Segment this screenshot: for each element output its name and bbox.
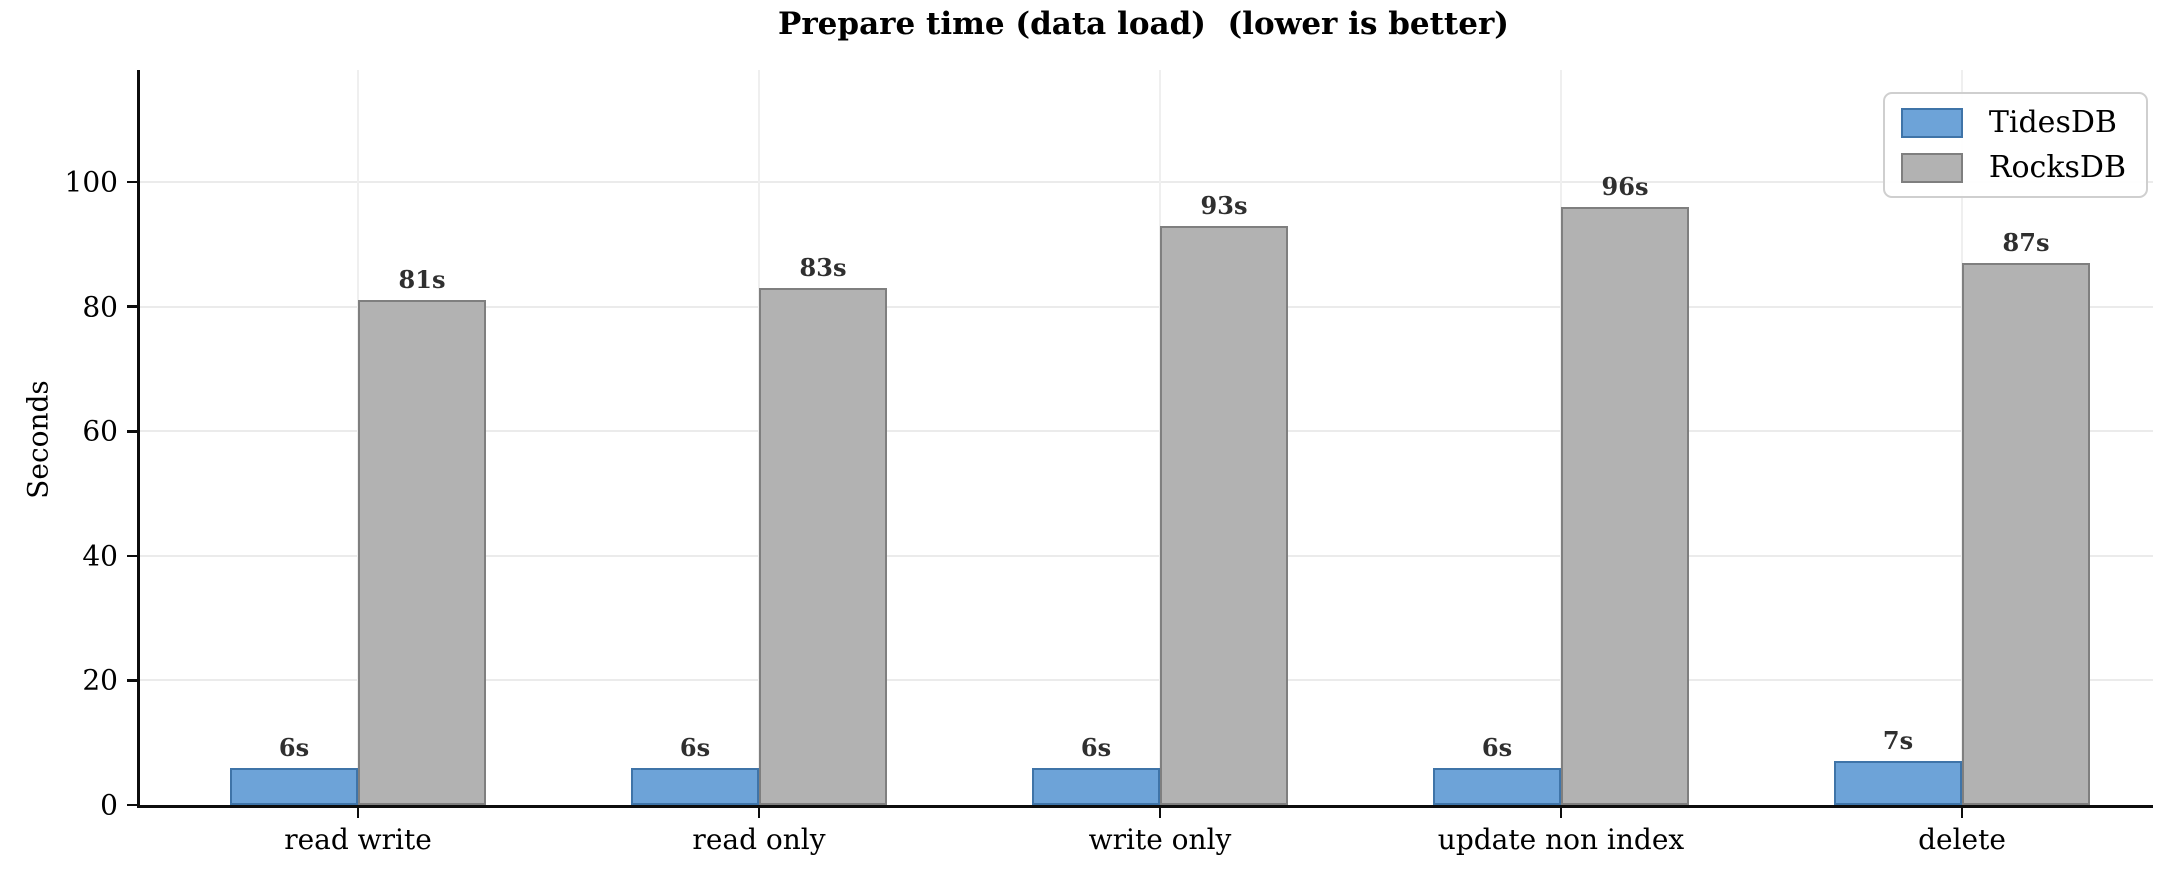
x-tick-label-read-write: read write	[284, 823, 432, 856]
legend-item-tidesdb: TidesDB	[1900, 105, 2126, 140]
tidesdb-swatch	[1900, 107, 1963, 138]
x-tick-label-read-only: read only	[692, 823, 826, 856]
y-tick-label-20: 20	[82, 663, 118, 697]
legend-label-tidesdb: TidesDB	[1988, 105, 2117, 140]
bar-tidesdb-write-only	[1032, 767, 1160, 805]
bar-label-tidesdb-read-write: 6s	[278, 732, 310, 762]
y-tick-0	[127, 803, 137, 807]
bar-tidesdb-delete	[1834, 761, 1962, 805]
y-tick-60	[127, 430, 137, 433]
gridline-h-60	[140, 430, 2153, 433]
gridline-h-80	[140, 305, 2153, 308]
bar-label-tidesdb-read-only: 6s	[679, 732, 711, 762]
plot-area: 0 20 40 60 80 100 read write read only write onl…	[65, 70, 2153, 856]
bar-rocksdb-delete	[1962, 263, 2090, 805]
bar-tidesdb-update-non-index	[1433, 767, 1561, 805]
bar-rocksdb-update-non-index	[1561, 207, 1689, 805]
bar-label-tidesdb-update-non-index: 6s	[1481, 732, 1513, 762]
bar-rocksdb-read-write	[358, 300, 486, 805]
y-tick-label-0: 0	[100, 788, 118, 822]
bar-label-tidesdb-delete: 7s	[1882, 726, 1914, 756]
x-tick-read-write	[356, 808, 360, 818]
bar-rocksdb-write-only	[1160, 225, 1288, 805]
x-tick-write-only	[1158, 808, 1162, 818]
bar-label-rocksdb-read-write: 81s	[398, 265, 446, 295]
legend-label-rocksdb: RocksDB	[1988, 150, 2126, 185]
gridline-h-40	[140, 554, 2153, 557]
y-tick-100	[127, 180, 137, 184]
y-tick-label-80: 80	[82, 290, 118, 324]
gridline-h-100	[140, 181, 2153, 184]
gridline-h-20	[140, 679, 2153, 682]
x-tick-label-delete: delete	[1918, 823, 2006, 856]
bar-tidesdb-read-write	[230, 767, 358, 805]
bar-label-rocksdb-delete: 87s	[2002, 228, 2050, 258]
y-axis-label: Seconds	[21, 380, 55, 499]
x-tick-label-write-only: write only	[1088, 823, 1232, 856]
y-tick-label-100: 100	[64, 165, 118, 199]
bar-label-rocksdb-write-only: 93s	[1200, 190, 1248, 220]
chart-title: Prepare time (data load) (lower is bette…	[778, 6, 1509, 42]
bar-label-rocksdb-read-only: 83s	[799, 253, 847, 283]
y-tick-40	[127, 554, 137, 558]
y-tick-80	[127, 305, 137, 308]
bar-label-tidesdb-write-only: 6s	[1080, 732, 1112, 762]
x-tick-read-only	[757, 808, 761, 818]
x-tick-update-non-index	[1559, 808, 1563, 818]
x-tick-delete	[1960, 808, 1964, 818]
y-tick-label-40: 40	[82, 539, 118, 573]
rocksdb-swatch	[1900, 152, 1963, 183]
x-tick-label-update-non-index: update non index	[1437, 823, 1685, 856]
bar-rocksdb-read-only	[759, 288, 887, 805]
y-tick-label-60: 60	[82, 414, 118, 448]
bar-label-rocksdb-update-non-index: 96s	[1601, 172, 1649, 202]
y-tick-20	[127, 679, 137, 682]
legend: TidesDB RocksDB	[1882, 92, 2148, 198]
legend-item-rocksdb: RocksDB	[1900, 150, 2126, 185]
bar-tidesdb-read-only	[631, 767, 759, 805]
